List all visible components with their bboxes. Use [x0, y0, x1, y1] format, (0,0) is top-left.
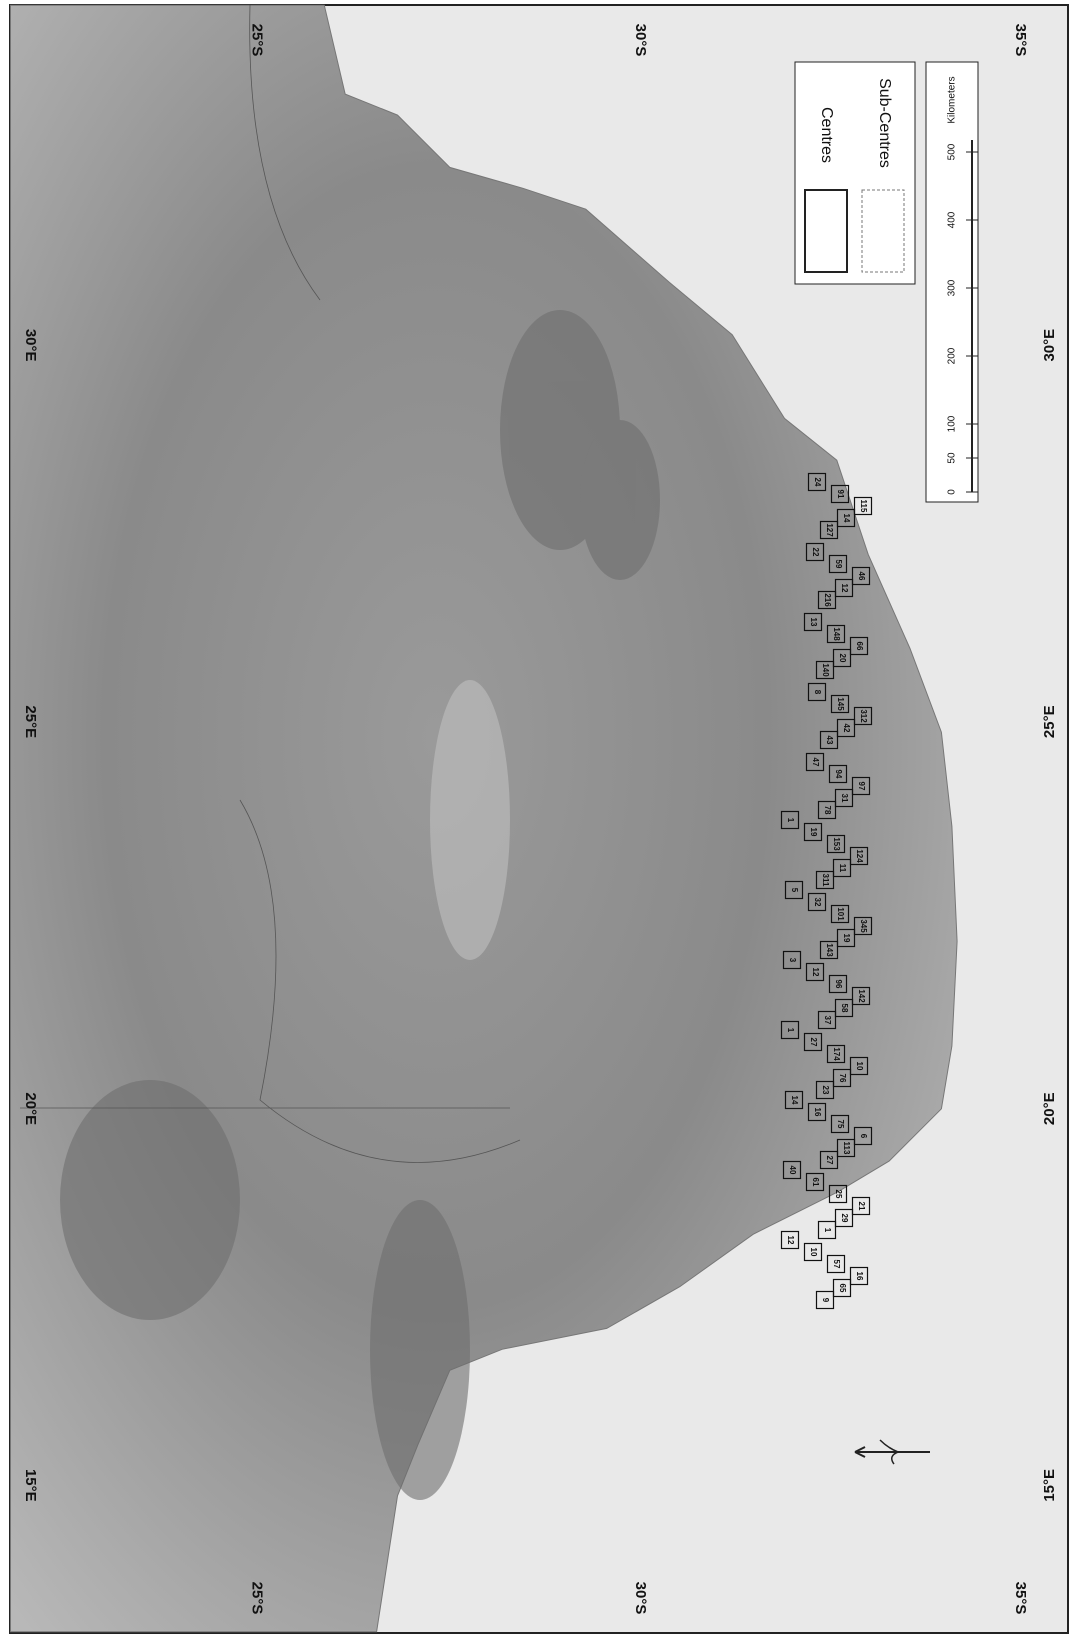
scale-label: 300 — [947, 279, 958, 296]
cell-count: 97 — [857, 782, 866, 791]
longitude-label: 30°E — [1041, 329, 1058, 362]
cell-count: 140 — [821, 663, 830, 677]
cell-count: 345 — [859, 919, 868, 933]
cell-count: 312 — [859, 709, 868, 723]
cell-count: 153 — [832, 837, 841, 851]
cell-count: 47 — [811, 758, 820, 767]
cell-count: 23 — [821, 1086, 830, 1095]
cell-count: 3 — [788, 958, 797, 963]
cell-count: 65 — [838, 1284, 847, 1293]
cell-count: 78 — [823, 806, 832, 815]
cell-count: 66 — [855, 642, 864, 651]
cell-count: 19 — [809, 828, 818, 837]
longitude-label: 25°E — [1041, 705, 1058, 738]
legend-centres: Centres — [818, 107, 835, 163]
cell-count: 14 — [790, 1096, 799, 1105]
cell-count: 113 — [842, 1142, 851, 1155]
cell-count: 25 — [834, 1190, 843, 1199]
cell-count: 9 — [821, 1298, 830, 1303]
cell-count: 143 — [825, 943, 834, 957]
scale-label: 100 — [947, 415, 958, 432]
scale-label: 200 — [947, 347, 958, 364]
cell-count: 14 — [842, 514, 851, 523]
cell-count: 1 — [823, 1228, 832, 1233]
cell-count: 8 — [813, 690, 822, 695]
cell-count: 1 — [786, 1028, 795, 1033]
longitude-label: 15°E — [1041, 1469, 1058, 1502]
cell-count: 10 — [855, 1062, 864, 1071]
cell-count: 145 — [836, 697, 845, 711]
cell-count: 76 — [838, 1074, 847, 1083]
cell-count: 21 — [857, 1202, 866, 1211]
cell-count: 91 — [836, 490, 845, 499]
latitude-label: 30°S — [632, 24, 649, 57]
cell-count: 94 — [834, 770, 843, 779]
cell-count: 11 — [838, 864, 847, 873]
cell-count: 10 — [809, 1248, 818, 1257]
longitude-label: 15°E — [22, 1469, 39, 1502]
cell-count: 13 — [809, 618, 818, 627]
legend: Centres Sub-Centres — [795, 62, 915, 284]
latitude-label: 25°S — [248, 24, 265, 57]
cell-count: 42 — [842, 724, 851, 733]
cell-count: 40 — [788, 1166, 797, 1175]
scale-label: 0 — [947, 489, 958, 495]
cell-count: 27 — [809, 1038, 818, 1047]
cell-count: 5 — [790, 888, 799, 893]
cell-count: 31 — [840, 794, 849, 803]
cell-count: 27 — [825, 1156, 834, 1165]
latitude-label: 35°S — [1012, 24, 1029, 57]
longitude-label: 30°E — [22, 329, 39, 362]
cell-count: 58 — [840, 1004, 849, 1013]
cell-count: 12 — [811, 968, 820, 977]
longitude-label: 25°E — [22, 705, 39, 738]
cell-count: 57 — [832, 1260, 841, 1269]
cell-count: 6 — [859, 1134, 868, 1139]
cell-count: 12 — [840, 584, 849, 593]
cell-count: 101 — [836, 907, 845, 921]
cell-count: 19 — [842, 934, 851, 943]
cell-count: 174 — [832, 1047, 841, 1061]
map: 15°E 15°E 20°E 20°E 25°E 25°E 30°E 30°E 25°S 25°S… — [0, 0, 1077, 1640]
cell-count: 43 — [825, 736, 834, 745]
cell-count: 32 — [813, 898, 822, 907]
latitude-label: 35°S — [1012, 1582, 1029, 1615]
cell-count: 37 — [823, 1016, 832, 1025]
latitude-label: 30°S — [632, 1582, 649, 1615]
legend-sub-centres: Sub-Centres — [876, 78, 893, 168]
cell-count: 16 — [813, 1108, 822, 1117]
scale-label: 50 — [947, 452, 958, 464]
cell-count: 75 — [836, 1120, 845, 1129]
cell-count: 142 — [857, 989, 866, 1003]
cell-count: 61 — [811, 1178, 820, 1187]
cell-count: 12 — [786, 1236, 795, 1245]
cell-count: 20 — [838, 654, 847, 663]
cell-count: 311 — [821, 874, 830, 887]
cell-count: 96 — [834, 980, 843, 989]
latitude-label: 25°S — [248, 1582, 265, 1615]
scale-label: 400 — [947, 211, 958, 228]
longitude-label: 20°E — [1041, 1092, 1058, 1125]
cell-count: 59 — [834, 560, 843, 569]
cell-count: 127 — [825, 523, 834, 537]
scale-unit: Kilometers — [947, 76, 958, 123]
cell-count: 1 — [786, 818, 795, 823]
cell-count: 46 — [857, 572, 866, 581]
cell-count: 216 — [823, 593, 832, 607]
cell-count: 24 — [813, 478, 822, 487]
cell-count: 22 — [811, 548, 820, 557]
cell-count: 29 — [840, 1214, 849, 1223]
scale-bar: 0 50 100 200 300 400 500 Kilometers — [926, 62, 978, 502]
cell-count: 124 — [855, 849, 864, 863]
scale-label: 500 — [947, 143, 958, 160]
cell-count: 115 — [859, 500, 868, 513]
longitude-label: 20°E — [22, 1092, 39, 1125]
cell-count: 16 — [855, 1272, 864, 1281]
cell-count: 148 — [832, 627, 841, 641]
